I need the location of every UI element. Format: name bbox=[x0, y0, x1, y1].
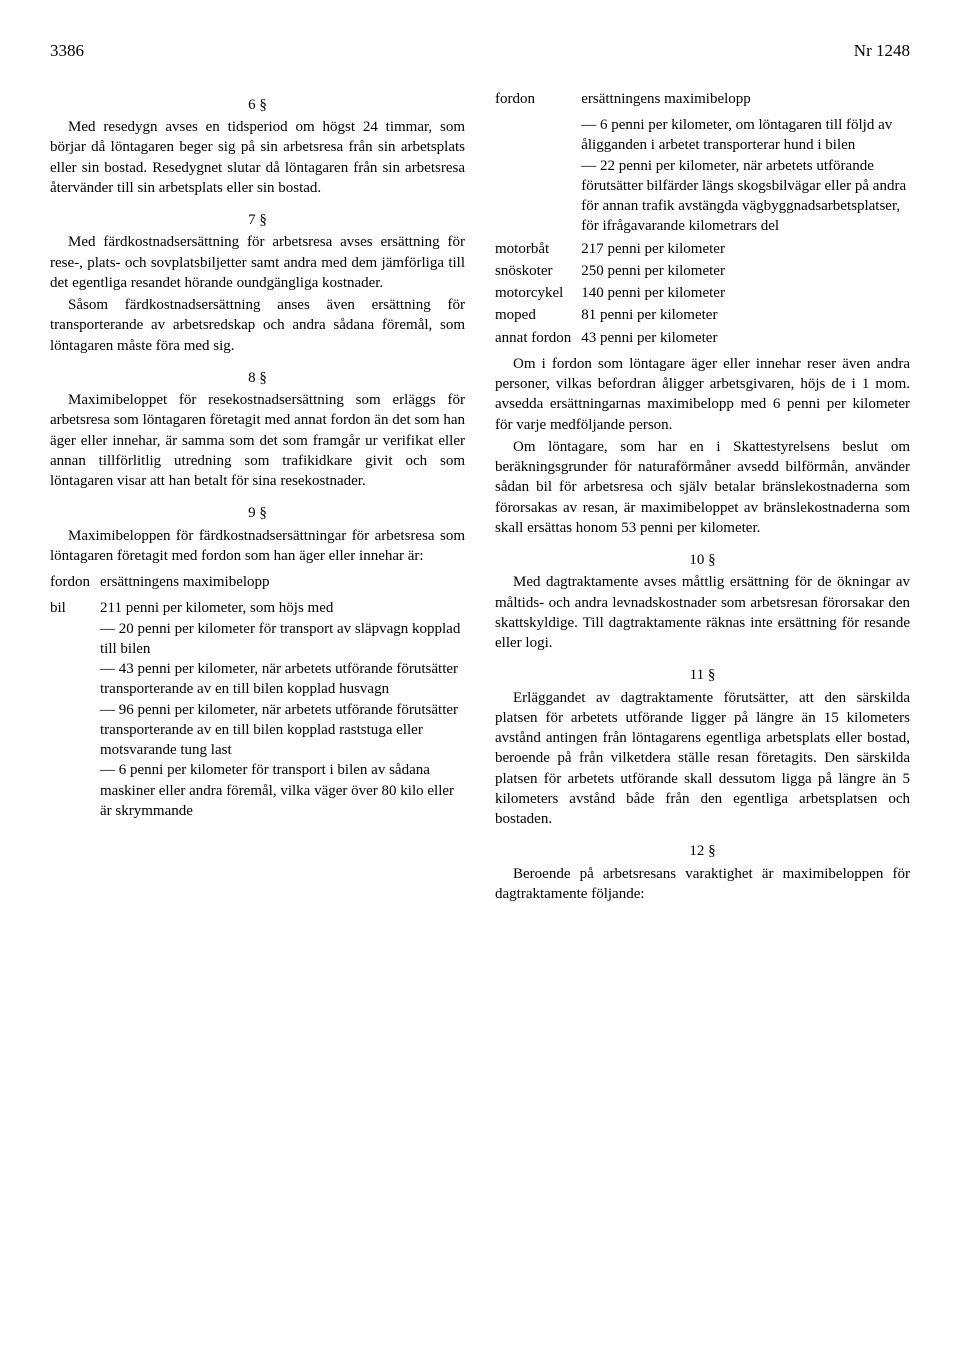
section-8-heading: 8 § bbox=[50, 368, 465, 388]
right-column: fordon ersättningens maximibelopp — 6 pe… bbox=[495, 83, 910, 906]
row-motorcykel-r: 140 penni per kilometer bbox=[581, 283, 910, 303]
section-11-text: Erläggandet av dagtraktamente förutsätte… bbox=[495, 688, 910, 830]
bil-item-6: — 22 penni per kilometer, när arbetets u… bbox=[581, 156, 910, 237]
section-9-heading: 9 § bbox=[50, 503, 465, 523]
section-11-heading: 11 § bbox=[495, 665, 910, 685]
table-head-fordon-r: fordon bbox=[495, 89, 571, 109]
bil-item-3: — 96 penni per kilometer, när arbetets u… bbox=[100, 700, 465, 761]
post-table-p2: Om löntagare, som har en i Skattestyrels… bbox=[495, 437, 910, 538]
row-bil-label: bil bbox=[50, 598, 90, 821]
section-9-text: Maximibeloppen för färdkostnadsersättnin… bbox=[50, 526, 465, 567]
section-7-text-2: Såsom färdkostnadsersättning anses även … bbox=[50, 295, 465, 356]
cont-spacer bbox=[495, 115, 571, 237]
row-annat-l: annat fordon bbox=[495, 328, 571, 348]
row-annat-r: 43 penni per kilometer bbox=[581, 328, 910, 348]
table-head-maxbelopp: ersättningens maximibelopp bbox=[100, 572, 465, 592]
table-head-fordon: fordon bbox=[50, 572, 90, 592]
two-column-layout: 6 § Med resedygn avses en tidsperiod om … bbox=[50, 83, 910, 906]
post-table-p1: Om i fordon som löntagare äger eller inn… bbox=[495, 354, 910, 435]
left-column: 6 § Med resedygn avses en tidsperiod om … bbox=[50, 83, 465, 906]
bil-item-5: — 6 penni per kilometer, om löntagaren t… bbox=[581, 115, 910, 156]
page-number: 3386 bbox=[50, 40, 84, 63]
row-moped-r: 81 penni per kilometer bbox=[581, 305, 910, 325]
section-7-heading: 7 § bbox=[50, 210, 465, 230]
fare-table-right: fordon ersättningens maximibelopp — 6 pe… bbox=[495, 89, 910, 348]
bil-item-4: — 6 penni per kilometer för transport i … bbox=[100, 760, 465, 821]
bil-item-1: — 20 penni per kilometer för transport a… bbox=[100, 619, 465, 660]
bil-main: 211 penni per kilometer, som höjs med bbox=[100, 598, 465, 618]
section-8-text: Maximibeloppet för resekostnadsersättnin… bbox=[50, 390, 465, 491]
row-moped-l: moped bbox=[495, 305, 571, 325]
row-snoskoter-r: 250 penni per kilometer bbox=[581, 261, 910, 281]
row-motorbat-l: motorbåt bbox=[495, 239, 571, 259]
section-6-heading: 6 § bbox=[50, 95, 465, 115]
section-12-text: Beroende på arbetsresans varaktighet är … bbox=[495, 864, 910, 905]
row-bil-value: 211 penni per kilometer, som höjs med — … bbox=[100, 598, 465, 821]
doc-number: Nr 1248 bbox=[854, 40, 910, 63]
row-motorbat-r: 217 penni per kilometer bbox=[581, 239, 910, 259]
table-head-maxbelopp-r: ersättningens maximibelopp bbox=[581, 89, 910, 109]
bil-item-2: — 43 penni per kilometer, när arbetets u… bbox=[100, 659, 465, 700]
row-motorcykel-l: motorcykel bbox=[495, 283, 571, 303]
section-10-heading: 10 § bbox=[495, 550, 910, 570]
section-12-heading: 12 § bbox=[495, 841, 910, 861]
page-header: 3386 Nr 1248 bbox=[50, 40, 910, 63]
row-snoskoter-l: snöskoter bbox=[495, 261, 571, 281]
section-7-text-1: Med färdkostnadsersättning för arbetsres… bbox=[50, 232, 465, 293]
bil-continuation: — 6 penni per kilometer, om löntagaren t… bbox=[581, 115, 910, 237]
section-6-text: Med resedygn avses en tidsperiod om högs… bbox=[50, 117, 465, 198]
fare-table-left: fordon ersättningens maximibelopp bil 21… bbox=[50, 572, 465, 821]
section-10-text: Med dagtraktamente avses måttlig ersättn… bbox=[495, 572, 910, 653]
